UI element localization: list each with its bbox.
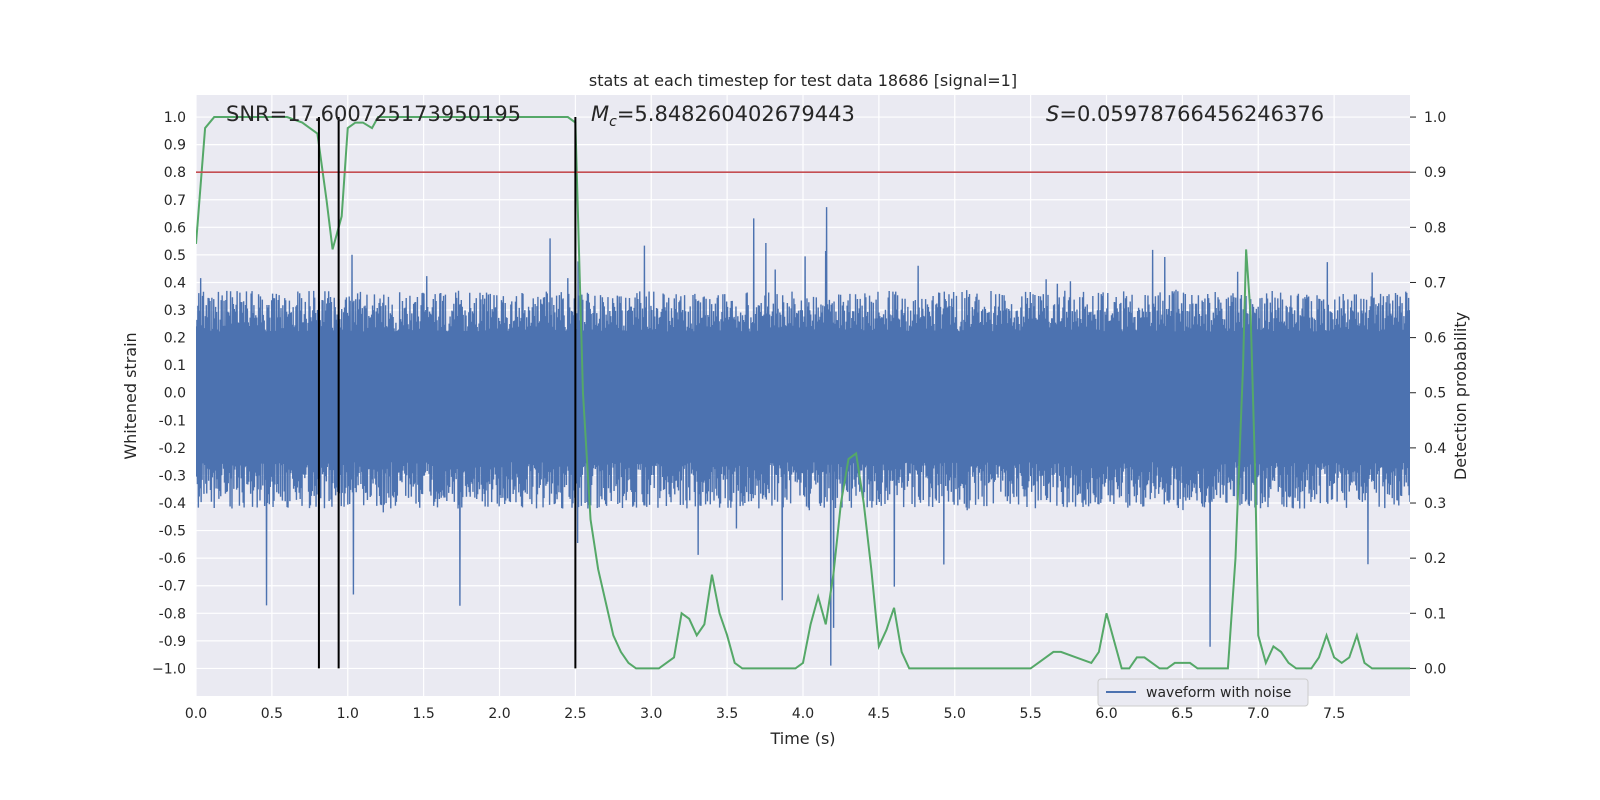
x-tick-label: 2.5 [564, 706, 586, 722]
right-y-tick-label: 0.7 [1424, 275, 1446, 291]
x-tick-label: 3.0 [640, 706, 662, 722]
left-y-axis-ticks: 1.0 0.9 0.8 0.7 0.6 0.5 0.4 0.3 0.2 0.1 0.0 -0.1 -0.… [152, 110, 186, 677]
left-y-tick-label: 1.0 [164, 110, 186, 126]
waveform-line [196, 207, 1410, 666]
right-y-tick-label: 0.8 [1424, 220, 1446, 236]
chart-title: stats at each timestep for test data 186… [589, 71, 1017, 90]
chirp-mass-subscript: c [609, 114, 617, 130]
x-tick-label: 5.0 [944, 706, 966, 722]
left-y-tick-label: -0.7 [159, 579, 186, 595]
left-y-tick-label: −1.0 [152, 661, 186, 677]
right-y-tick-label: 0.5 [1424, 386, 1446, 402]
legend-box [1097, 678, 1309, 707]
x-tick-label: 3.5 [716, 706, 738, 722]
chirp-mass-value: =5.848260402679443 [617, 102, 855, 126]
x-tick-label: 1.5 [412, 706, 434, 722]
left-y-tick-label: 0.6 [164, 220, 186, 236]
x-tick-label: 0.5 [261, 706, 283, 722]
left-y-tick-label: -0.4 [159, 496, 186, 512]
legend: waveform with noise [1097, 678, 1309, 707]
chirp-mass-annotation: Mc=5.848260402679443 [591, 102, 855, 130]
left-y-tick-label: -0.6 [159, 551, 186, 567]
s-value: =0.05978766456246376 [1059, 102, 1324, 126]
snr-annotation: SNR=17.600725173950195 [226, 102, 521, 126]
left-y-tick-label: 0.1 [164, 358, 186, 374]
right-y-tick-label: 0.6 [1424, 331, 1446, 347]
s-annotation: S=0.05978766456246376 [1046, 102, 1324, 126]
right-y-tick-label: 0.0 [1424, 661, 1446, 677]
left-y-tick-label: 0.9 [164, 138, 186, 154]
x-tick-label: 5.5 [1019, 706, 1041, 722]
x-axis-ticks: 0.0 0.5 1.0 1.5 2.0 2.5 3.0 3.5 4.0 4.5 5.0 5.5 6.0 6… [185, 706, 1345, 722]
right-y-tick-label: 1.0 [1424, 110, 1446, 126]
probability-line [196, 116, 1410, 670]
x-tick-label: 7.5 [1323, 706, 1345, 722]
x-tick-label: 1.0 [337, 706, 359, 722]
left-y-axis-label: Whitened strain [121, 332, 140, 459]
chirp-mass-symbol: M [591, 102, 609, 126]
left-y-tick-label: 0.2 [164, 331, 186, 347]
waveform-series [196, 207, 1410, 666]
s-symbol: S [1046, 102, 1059, 126]
left-y-tick-label: -0.8 [159, 606, 186, 622]
right-y-axis-label: Detection probability [1451, 312, 1470, 480]
left-y-tick-label: -0.2 [159, 441, 186, 457]
right-y-tick-label: 0.1 [1424, 606, 1446, 622]
right-y-tick-label: 0.9 [1424, 165, 1446, 181]
x-tick-label: 4.5 [868, 706, 890, 722]
x-tick-label: 7.0 [1247, 706, 1269, 722]
left-y-tick-label: -0.9 [159, 634, 186, 650]
x-tick-label: 6.0 [1095, 706, 1117, 722]
left-y-tick-label: 0.3 [164, 303, 186, 319]
legend-label: waveform with noise [1146, 685, 1291, 701]
left-y-tick-label: 0.0 [164, 386, 186, 402]
left-y-tick-label: 0.5 [164, 248, 186, 264]
left-y-tick-label: -0.3 [159, 468, 186, 484]
right-y-tick-label: 0.2 [1424, 551, 1446, 567]
left-y-tick-label: 0.8 [164, 165, 186, 181]
left-y-tick-label: -0.5 [159, 524, 186, 540]
left-y-tick-label: 0.7 [164, 193, 186, 209]
left-y-tick-label: -0.1 [159, 413, 186, 429]
probability-series [196, 116, 1410, 670]
x-axis-label: Time (s) [769, 729, 835, 748]
left-y-tick-label: 0.4 [164, 275, 186, 291]
x-tick-label: 4.0 [792, 706, 814, 722]
vertical-markers [317, 117, 577, 669]
x-tick-label: 6.5 [1171, 706, 1193, 722]
right-y-axis-ticks: 1.0 0.9 0.8 0.7 0.6 0.5 0.4 0.3 0.2 0.1 0.0 [1410, 110, 1446, 677]
x-tick-label: 2.0 [488, 706, 510, 722]
right-y-tick-label: 0.3 [1424, 496, 1446, 512]
right-y-tick-label: 0.4 [1424, 441, 1446, 457]
x-tick-label: 0.0 [185, 706, 207, 722]
